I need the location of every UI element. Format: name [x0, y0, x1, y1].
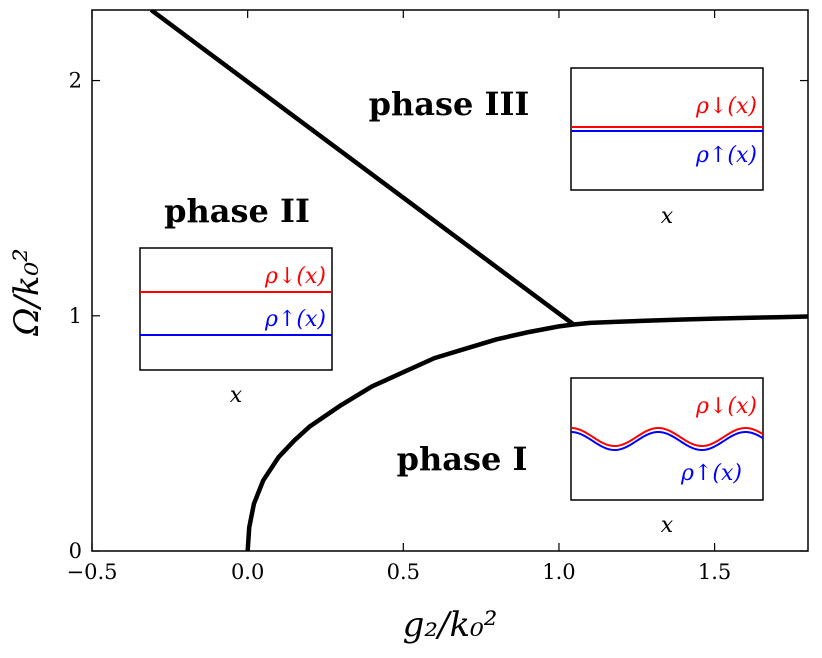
x-tick-label: −0.5: [67, 560, 118, 584]
series-layer: [149, 10, 808, 551]
inset-frame: [139, 247, 333, 371]
y-tick-label: 2: [69, 69, 82, 93]
rho-down-wave: [570, 426, 764, 448]
inset-phase-ii: ρ↓(x) ρ↑(x) x: [139, 247, 333, 408]
inset-phase-iii: ρ↓(x) ρ↑(x) x: [570, 67, 764, 229]
x-tick-label: 0.0: [231, 560, 264, 584]
rho-up-label: ρ↑(x): [695, 143, 757, 168]
x-axis-label: g₂/k₀²: [403, 605, 498, 645]
rho-up-label: ρ↑(x): [680, 461, 742, 486]
x-tick-label: 1.5: [698, 560, 731, 584]
y-tick-label: 0: [69, 539, 82, 563]
rho-down-label: ρ↓(x): [264, 264, 326, 289]
y-axis-label: Ω/k₀²: [7, 248, 47, 337]
phase-label-iii: phase III: [369, 85, 530, 123]
inset-x-label: x: [661, 513, 674, 538]
inset-x-label: x: [230, 383, 243, 408]
x-tick-label: 1.0: [542, 560, 575, 584]
y-tick-label: 1: [69, 304, 82, 328]
plot-frame: [91, 9, 809, 552]
rho-down-label: ρ↓(x): [695, 94, 757, 119]
rho-down-label: ρ↓(x): [695, 394, 757, 419]
y-axis-ticks: 0 1 2: [69, 69, 808, 563]
boundary-line-1: [245, 314, 808, 551]
phase-label-ii: phase II: [164, 192, 310, 230]
inset-frame: [570, 67, 764, 191]
phase-label-i: phase I: [397, 440, 528, 478]
inset-phase-i: ρ↓(x) ρ↑(x) x: [570, 377, 764, 538]
rho-up-wave: [570, 430, 764, 452]
inset-frame: [570, 377, 764, 501]
inset-x-label: x: [661, 204, 674, 229]
x-axis-ticks: −0.5 0.0 0.5 1.0 1.5: [67, 10, 731, 584]
x-tick-label: 0.5: [387, 560, 420, 584]
rho-up-label: ρ↑(x): [264, 307, 326, 332]
boundary-line-2: [149, 10, 575, 327]
